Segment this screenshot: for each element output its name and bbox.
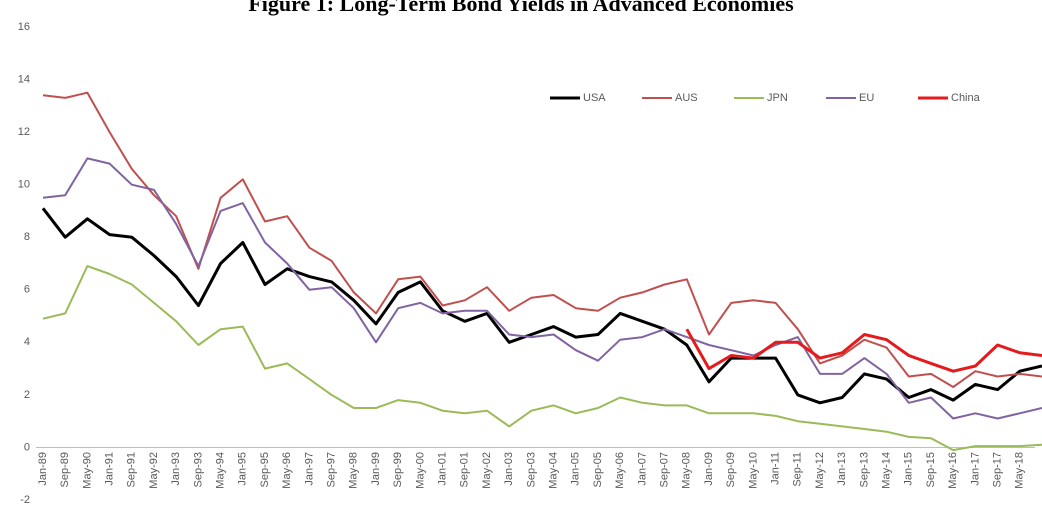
legend-label: JPN <box>767 92 788 104</box>
x-tick-label: Sep-01 <box>459 452 471 487</box>
y-tick-label: 16 <box>18 21 30 33</box>
series-line <box>42 91 1042 388</box>
legend-label: AUS <box>675 92 698 104</box>
x-tick-label: May-90 <box>81 452 93 489</box>
x-tick-label: Jan-91 <box>104 452 116 486</box>
y-tick-label: 6 <box>24 284 30 296</box>
y-tick-label: 8 <box>24 231 30 243</box>
x-tick-label: May-04 <box>548 452 560 489</box>
x-tick-label: May-02 <box>481 452 493 489</box>
x-tick-label: Sep-17 <box>992 452 1004 487</box>
x-tick-label: Sep-89 <box>59 452 71 487</box>
y-tick-label: 0 <box>24 441 30 453</box>
x-tick-label: Jan-93 <box>170 452 182 486</box>
x-tick-label: Jan-05 <box>570 452 582 486</box>
chart-title: Figure 1: Long-Term Bond Yields in Advan… <box>248 0 794 16</box>
x-tick-label: Jan-07 <box>636 452 648 486</box>
x-tick-label: May-92 <box>148 452 160 489</box>
x-tick-label: Jan-95 <box>237 452 249 486</box>
x-tick-label: Jan-03 <box>503 452 515 486</box>
series-line <box>42 157 1042 420</box>
x-tick-label: May-16 <box>947 452 959 489</box>
x-tick-label: Jan-17 <box>969 452 981 486</box>
x-tick-label: Sep-13 <box>858 452 870 487</box>
x-tick-label: May-08 <box>681 452 693 489</box>
x-tick-label: Sep-95 <box>259 452 271 487</box>
legend-label: USA <box>583 92 606 104</box>
x-tick-label: Sep-91 <box>126 452 138 487</box>
x-tick-label: Jan-11 <box>770 452 782 485</box>
legend-label: EU <box>859 92 874 104</box>
x-tick-label: Sep-07 <box>659 452 671 487</box>
x-tick-label: May-96 <box>281 452 293 489</box>
x-tick-label: Sep-93 <box>192 452 204 487</box>
series-line <box>41 207 1042 405</box>
x-tick-label: May-12 <box>814 452 826 489</box>
x-tick-label: May-10 <box>747 452 759 489</box>
x-tick-label: May-98 <box>348 452 360 489</box>
legend-label: China <box>951 92 981 104</box>
y-tick-label: -2 <box>20 494 30 506</box>
x-tick-label: May-14 <box>881 452 893 489</box>
y-tick-label: 12 <box>18 126 30 138</box>
x-tick-label: Sep-11 <box>792 452 804 487</box>
x-tick-label: Sep-03 <box>525 452 537 487</box>
x-tick-label: Sep-05 <box>592 452 604 487</box>
x-tick-label: Jan-97 <box>303 452 315 486</box>
x-tick-label: Jan-01 <box>437 452 449 486</box>
y-tick-label: 14 <box>18 73 30 85</box>
x-tick-label: May-18 <box>1014 452 1026 489</box>
x-tick-label: Sep-97 <box>326 452 338 487</box>
x-tick-label: Sep-99 <box>392 452 404 487</box>
y-tick-label: 10 <box>18 179 30 191</box>
x-tick-label: Jan-15 <box>903 452 915 486</box>
x-tick-label: Sep-09 <box>725 452 737 487</box>
y-tick-label: 4 <box>24 336 30 348</box>
x-tick-label: May-00 <box>414 452 426 489</box>
x-tick-label: Jan-13 <box>836 452 848 486</box>
x-tick-label: Jan-89 <box>37 452 49 486</box>
series-line <box>42 265 1042 452</box>
series-line <box>685 328 1042 373</box>
x-tick-label: May-94 <box>215 452 227 489</box>
x-tick-label: Sep-15 <box>925 452 937 487</box>
x-tick-label: Jan-09 <box>703 452 715 486</box>
y-tick-label: 2 <box>24 389 30 401</box>
x-tick-label: Jan-99 <box>370 452 382 486</box>
x-tick-label: May-06 <box>614 452 626 489</box>
